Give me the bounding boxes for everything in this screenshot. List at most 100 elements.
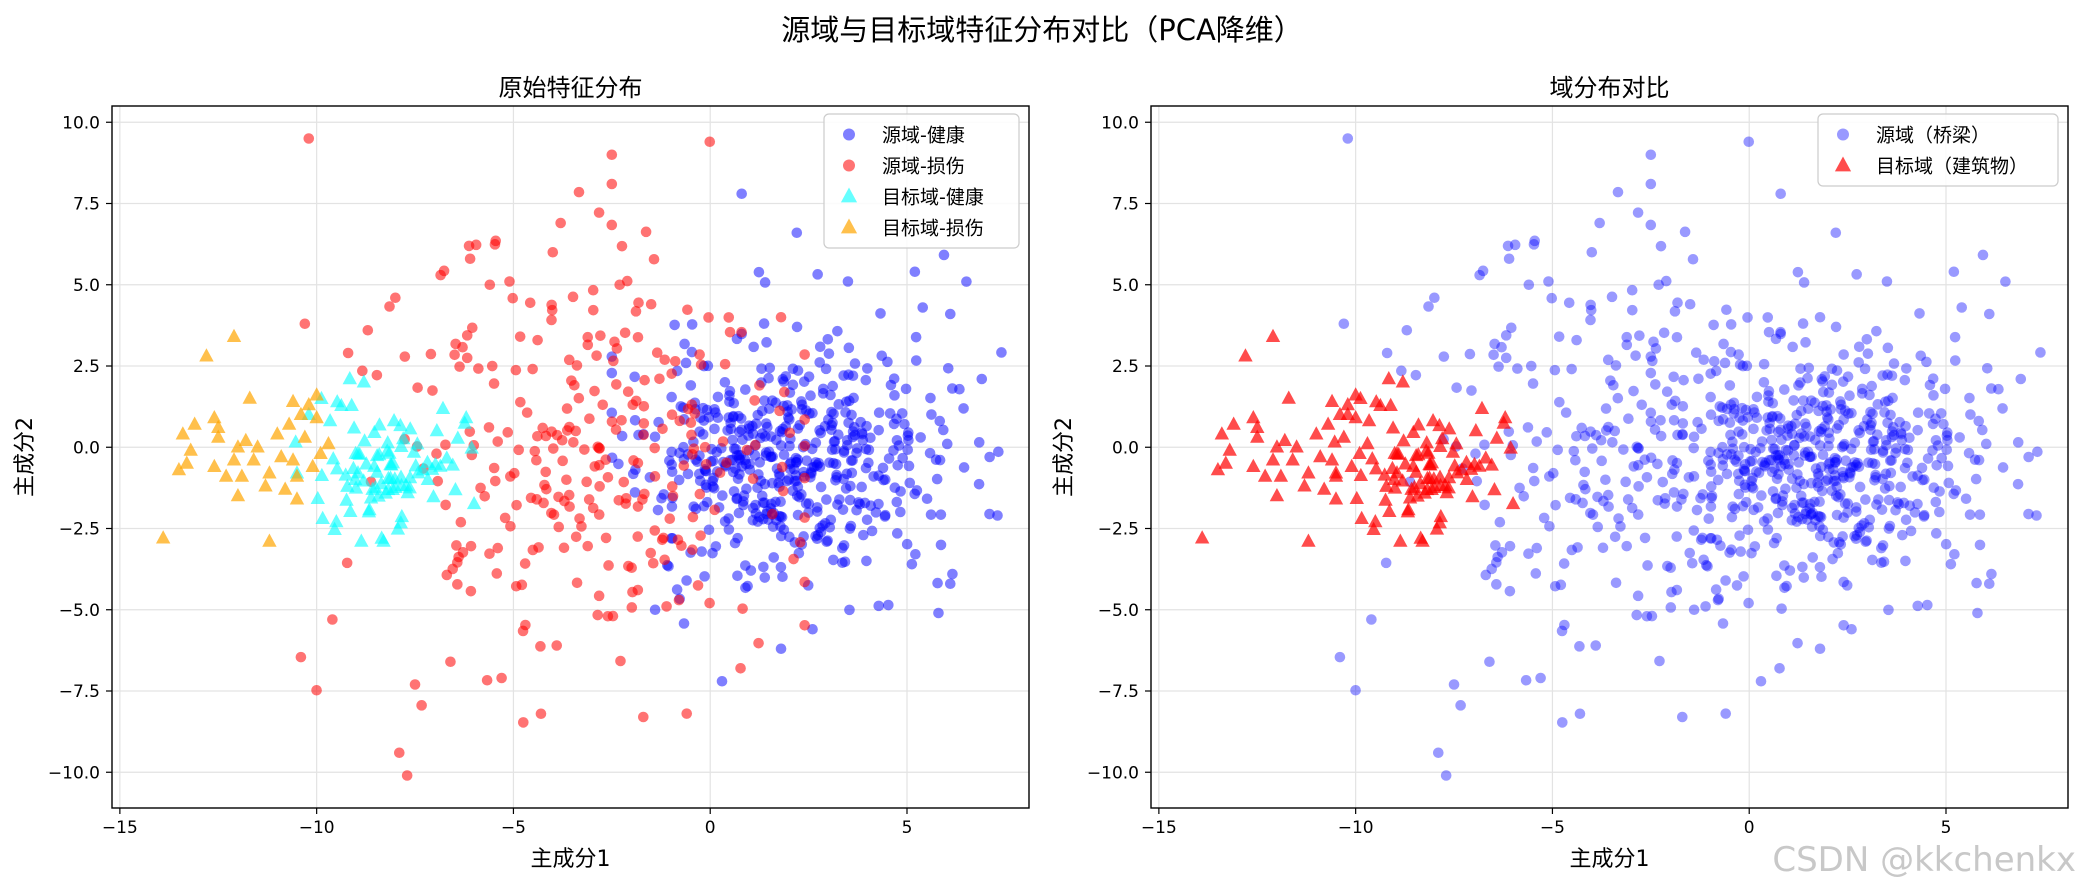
- scatter-point: [1814, 530, 1826, 542]
- scatter-point: [1980, 438, 1992, 450]
- scatter-point: [645, 547, 657, 559]
- scatter-triangle: [1226, 416, 1241, 430]
- scatter-point: [703, 312, 714, 323]
- scatter-triangle: [1222, 442, 1237, 456]
- scatter-point: [1645, 149, 1657, 161]
- scatter-point: [1900, 514, 1912, 526]
- scatter-point: [1821, 400, 1832, 411]
- scatter-point: [1786, 420, 1797, 432]
- scatter-triangle: [1487, 482, 1502, 496]
- y-tick-label: −7.5: [59, 682, 100, 702]
- scatter-point: [1772, 410, 1783, 422]
- scatter-point: [1549, 580, 1561, 592]
- scatter-point: [1883, 604, 1894, 616]
- scatter-point: [703, 524, 715, 536]
- scatter-point: [1969, 454, 1981, 466]
- scatter-point: [1872, 429, 1883, 441]
- scatter-triangle: [1417, 485, 1432, 499]
- scatter-triangle: [1277, 432, 1293, 446]
- scatter-point: [466, 322, 478, 334]
- scatter-point: [704, 136, 716, 148]
- scatter-point: [1798, 277, 1810, 288]
- scatter-point: [666, 481, 678, 492]
- scatter-point: [1666, 468, 1678, 480]
- scatter-point: [1544, 471, 1555, 482]
- scatter-triangle: [1340, 397, 1355, 411]
- scatter-point: [1828, 537, 1840, 548]
- scatter-point: [1615, 521, 1626, 532]
- scatter-point: [571, 360, 583, 371]
- scatter-point: [1884, 455, 1896, 466]
- scatter-point: [823, 348, 835, 359]
- scatter-triangle: [1474, 400, 1490, 415]
- scatter-point: [1750, 466, 1762, 477]
- scatter-triangle: [1352, 445, 1367, 459]
- scatter-point: [1839, 498, 1851, 509]
- scatter-point: [511, 499, 522, 511]
- scatter-point: [1610, 577, 1622, 589]
- scatter-point: [1806, 508, 1817, 520]
- scatter-point: [676, 540, 687, 551]
- scatter-point: [1645, 452, 1657, 464]
- scatter-point: [1574, 641, 1585, 652]
- scatter-point: [452, 579, 463, 590]
- scatter-point: [621, 275, 633, 287]
- scatter-point: [1779, 582, 1790, 594]
- scatter-point: [1764, 423, 1776, 435]
- scatter-point: [1496, 341, 1507, 353]
- scatter-point: [1504, 540, 1516, 552]
- scatter-point: [1835, 539, 1847, 550]
- scatter-point: [1705, 391, 1716, 403]
- scatter-point: [540, 430, 552, 442]
- scatter-point: [1858, 517, 1870, 529]
- scatter-point: [531, 454, 542, 466]
- scatter-point: [777, 485, 789, 497]
- scatter-point: [1853, 341, 1865, 353]
- scatter-point: [619, 327, 631, 339]
- scatter-point: [1350, 684, 1361, 696]
- scatter-point: [1930, 434, 1942, 446]
- scatter-point: [2032, 446, 2043, 458]
- scatter-point: [1773, 426, 1784, 438]
- scatter-point: [1792, 266, 1804, 278]
- scatter-point: [1851, 269, 1862, 280]
- scatter-point: [1544, 520, 1555, 532]
- scatter-point: [729, 537, 741, 549]
- scatter-point: [827, 380, 839, 392]
- scatter-point: [1776, 603, 1787, 614]
- scatter-triangle: [1368, 461, 1384, 475]
- right-chart-panel: 域分布对比−15 −10 −5 0 510.07.55.02.50.0−2.5−5.0−…: [1052, 74, 2069, 872]
- scatter-point: [1641, 471, 1653, 483]
- scatter-point: [925, 509, 937, 520]
- scatter-point: [891, 528, 903, 539]
- scatter-point: [1553, 331, 1565, 342]
- scatter-point: [632, 331, 644, 343]
- scatter-point: [529, 445, 541, 457]
- y-tick-label: 10.0: [1101, 113, 1139, 133]
- scatter-triangle: [1393, 533, 1408, 547]
- scatter-point: [1597, 542, 1609, 554]
- scatter-point: [756, 363, 767, 374]
- scatter-point: [1677, 429, 1688, 441]
- scatter-triangle: [1313, 449, 1328, 463]
- scatter-point: [935, 509, 947, 520]
- scatter-point: [1381, 347, 1393, 359]
- scatter-point: [1878, 556, 1890, 568]
- scatter-point: [1807, 507, 1819, 519]
- scatter-triangle: [321, 436, 336, 450]
- scatter-point: [1535, 672, 1546, 684]
- scatter-point: [1698, 354, 1710, 366]
- scatter-point: [944, 578, 956, 590]
- scatter-point: [1795, 377, 1806, 388]
- scatter-point: [1801, 514, 1813, 525]
- scatter-point: [824, 457, 835, 468]
- scatter-point: [633, 297, 644, 308]
- scatter-point: [416, 700, 427, 711]
- scatter-point: [1799, 447, 1811, 458]
- scatter-triangle: [1301, 533, 1316, 547]
- scatter-point: [1877, 540, 1889, 551]
- scatter-point: [1493, 361, 1504, 372]
- scatter-point: [1578, 479, 1589, 491]
- scatter-point: [1859, 363, 1871, 375]
- scatter-point: [1762, 412, 1774, 423]
